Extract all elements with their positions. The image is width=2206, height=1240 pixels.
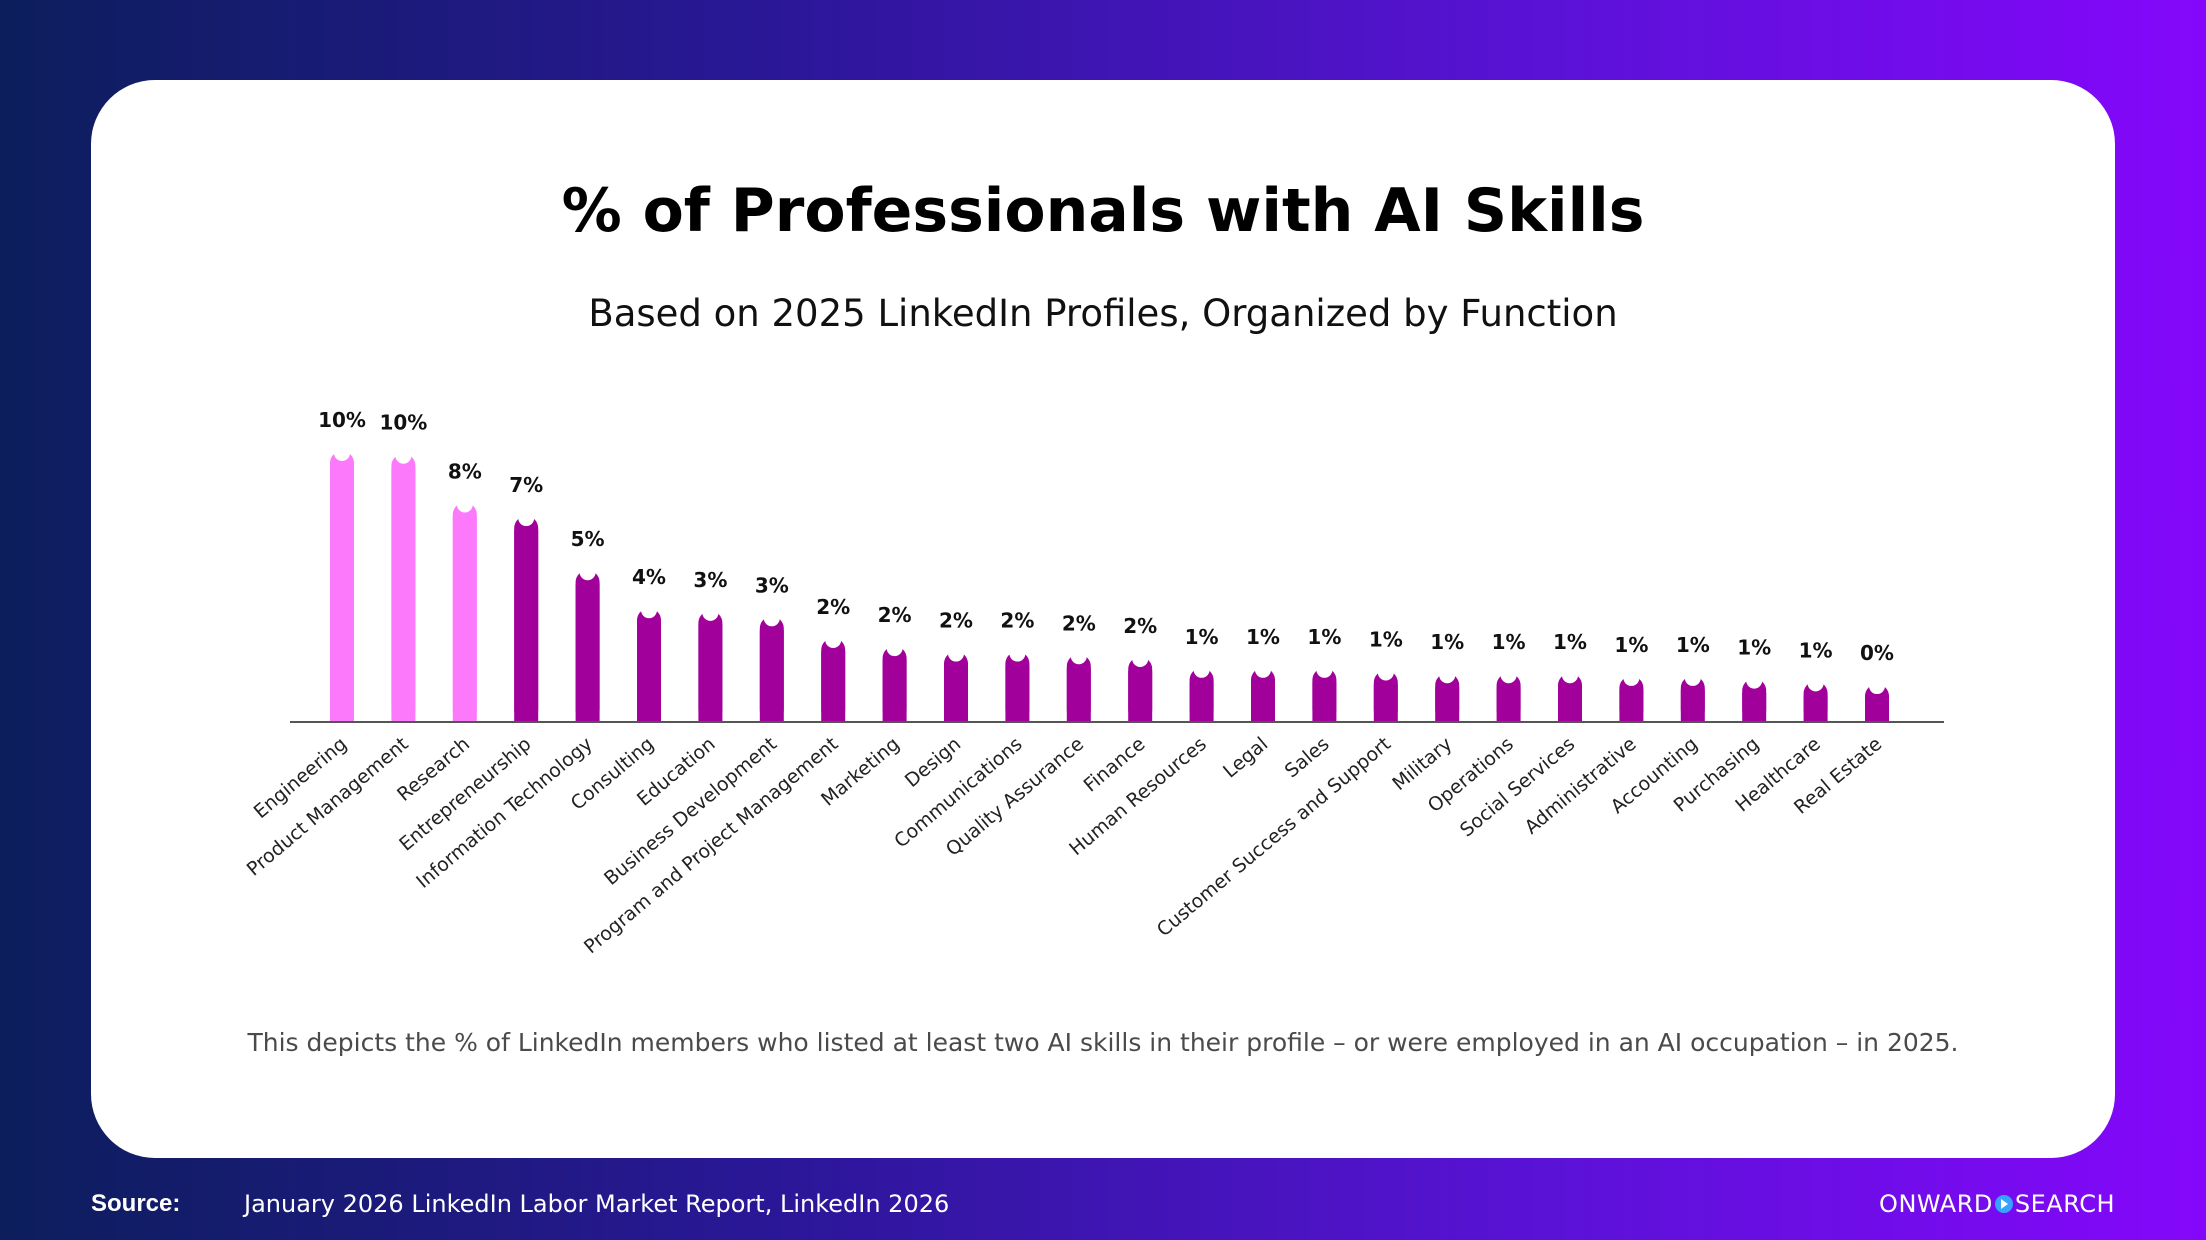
bar-body: [1742, 692, 1767, 722]
onward-search-logo: ONWARD SEARCH: [1879, 1190, 2115, 1218]
bar-marker: [702, 604, 719, 621]
data-label: 1%: [1553, 630, 1587, 654]
logo-text-right: SEARCH: [2014, 1190, 2115, 1218]
category-tick-label: Sales: [1281, 733, 1334, 782]
data-label: 1%: [1676, 633, 1710, 657]
data-label: 7%: [509, 473, 543, 497]
bar-body: [514, 530, 539, 722]
bar-body: [452, 516, 477, 722]
data-label: 4%: [632, 565, 666, 589]
category-tick-label: Administrative: [1521, 733, 1641, 839]
bar-marker: [1746, 672, 1763, 689]
chart-card: [91, 80, 2115, 1158]
bar-marker: [1193, 661, 1210, 678]
bar-body: [1496, 687, 1521, 722]
category-tick-label: Legal: [1219, 733, 1272, 783]
bar-body: [1066, 668, 1091, 722]
bar-body: [759, 630, 784, 722]
data-label: 1%: [1307, 625, 1341, 649]
bar-marker: [579, 564, 596, 581]
bar-body: [1373, 684, 1398, 722]
bar-body: [1865, 698, 1889, 722]
data-label: 2%: [939, 609, 973, 633]
data-label: 10%: [379, 411, 427, 435]
data-label: 5%: [571, 527, 605, 551]
data-label: 2%: [1123, 614, 1157, 638]
bar-marker: [1070, 648, 1087, 665]
source-text: January 2026 LinkedIn Labor Market Repor…: [244, 1190, 950, 1218]
chart-title: % of Professionals with AI Skills: [561, 176, 1645, 246]
bar-body: [1619, 689, 1644, 722]
bar-body: [1435, 687, 1460, 722]
data-label: 1%: [1614, 633, 1648, 657]
data-label: 1%: [1185, 625, 1219, 649]
bar-body: [1680, 689, 1705, 722]
bar-marker: [1500, 667, 1517, 684]
data-label: 0%: [1860, 641, 1894, 665]
bar-marker: [1623, 669, 1640, 686]
bar-body: [1128, 670, 1153, 722]
data-label: 3%: [755, 573, 789, 597]
bar-body: [1558, 687, 1582, 722]
bar-marker: [1316, 661, 1333, 678]
data-label: 10%: [318, 408, 366, 432]
bar-marker: [1009, 645, 1026, 662]
bar-body: [1005, 665, 1030, 722]
bar-marker: [1684, 669, 1701, 686]
data-label: 3%: [693, 568, 727, 592]
bar-marker: [395, 447, 412, 464]
data-label: 2%: [1000, 609, 1034, 633]
data-label: 1%: [1369, 628, 1403, 652]
data-label: 2%: [1062, 611, 1096, 635]
data-label: 8%: [448, 459, 482, 483]
bar-body: [1189, 681, 1214, 722]
bar-marker: [456, 496, 473, 513]
bar-marker: [1132, 650, 1149, 667]
logo-text-left: ONWARD: [1879, 1190, 1993, 1218]
data-label: 1%: [1430, 630, 1464, 654]
bar-marker: [1807, 675, 1824, 692]
bar-body: [575, 584, 600, 722]
bar-marker: [1255, 661, 1271, 678]
bar-marker: [334, 445, 350, 461]
data-label: 1%: [1492, 630, 1526, 654]
data-label: 2%: [878, 603, 912, 627]
bar-body: [698, 624, 723, 722]
source-label: Source:: [91, 1190, 181, 1217]
data-label: 1%: [1799, 638, 1833, 662]
chart-footnote: This depicts the % of LinkedIn members w…: [247, 1028, 1959, 1057]
data-label: 1%: [1246, 625, 1280, 649]
bar-marker: [1562, 667, 1578, 684]
bar-marker: [948, 645, 964, 662]
bar-marker: [641, 602, 657, 619]
bar-body: [1803, 695, 1828, 722]
arrow-circle-icon: [1994, 1195, 2013, 1213]
chart-subtitle: Based on 2025 LinkedIn Profiles, Organiz…: [588, 292, 1618, 335]
bar-body: [637, 622, 661, 722]
bar-marker: [1869, 678, 1885, 695]
bar-marker: [1377, 664, 1394, 681]
data-label: 2%: [816, 595, 850, 619]
bar-marker: [886, 640, 903, 657]
bar-body: [882, 660, 907, 722]
bar-body: [330, 465, 354, 722]
bar-body: [944, 665, 968, 722]
bar-body: [821, 651, 846, 722]
bar-body: [391, 467, 416, 722]
bar-body: [1251, 681, 1275, 722]
bar-marker: [518, 510, 535, 527]
bar-marker: [763, 610, 780, 627]
bar-marker: [825, 631, 842, 648]
bar-body: [1312, 681, 1337, 722]
data-label: 1%: [1737, 636, 1771, 660]
bar-marker: [1439, 667, 1456, 684]
